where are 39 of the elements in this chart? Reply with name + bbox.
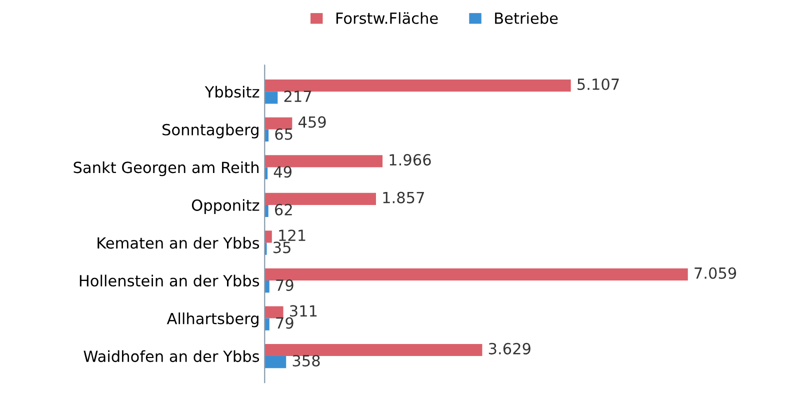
bar: [264, 80, 571, 92]
y-tick-label: Opponitz: [192, 199, 260, 214]
data-label: 217: [284, 90, 312, 102]
data-label: 62: [274, 204, 292, 216]
data-label: 79: [276, 317, 294, 329]
y-tick-label: Sankt Georgen am Reith: [74, 161, 258, 176]
bar: [264, 306, 284, 318]
bar: [264, 204, 268, 218]
data-label: 1.857: [383, 192, 424, 204]
y-tick-label: Sonntagberg: [162, 124, 258, 138]
data-label: 79: [276, 279, 294, 291]
data-label: 358: [292, 354, 320, 367]
y-tick-label: Waidhofen an der Ybbs: [84, 350, 260, 362]
data-label: 121: [279, 230, 306, 241]
bar: [264, 117, 292, 130]
data-label: 35: [273, 242, 290, 254]
legend-label: Forstw.Fläche: [336, 12, 438, 24]
data-label: 49: [274, 166, 292, 178]
bar: [264, 155, 383, 168]
bar: [264, 344, 482, 356]
data-label: 1.966: [390, 154, 431, 166]
data-label: 65: [275, 128, 292, 140]
legend-label: Betriebe: [495, 12, 558, 24]
bar: [264, 356, 286, 368]
bar: [264, 92, 278, 104]
data-label: 5.107: [578, 78, 619, 90]
y-tick-label: Kematen an der Ybbs: [98, 236, 260, 249]
bar: [264, 230, 272, 243]
data-label: 7.059: [694, 267, 736, 279]
y-tick-label: Ybbsitz: [204, 86, 260, 98]
data-label: 459: [298, 116, 326, 128]
bar: [264, 318, 270, 330]
bar: [264, 280, 270, 293]
bar: [264, 268, 688, 281]
data-label: 311: [290, 305, 317, 317]
y-tick-label: Hollenstein an der Ybbs: [80, 274, 260, 287]
y-tick-label: Allhartsberg: [166, 312, 258, 328]
data-label: 3.629: [488, 342, 530, 354]
bar: [264, 192, 376, 205]
